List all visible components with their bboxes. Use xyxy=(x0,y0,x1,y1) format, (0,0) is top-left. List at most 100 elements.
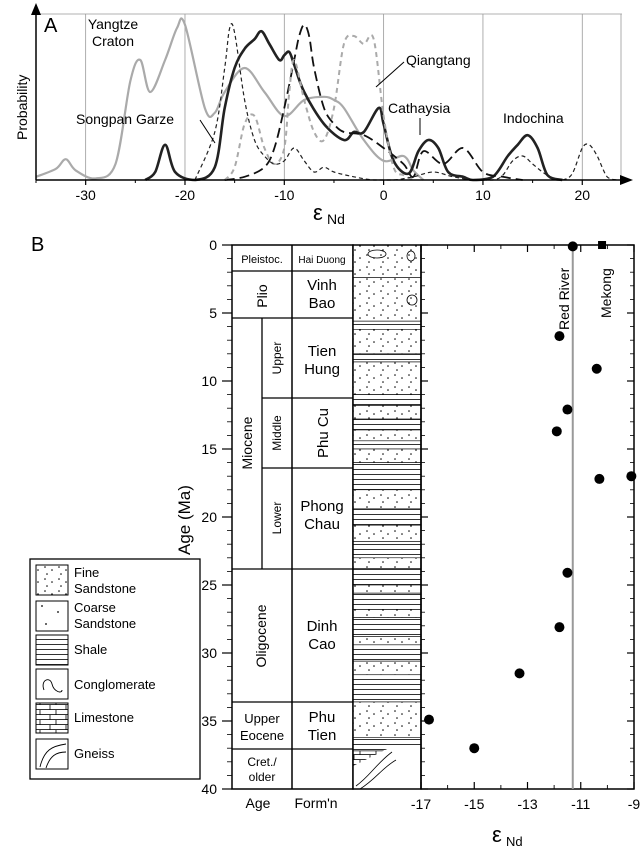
legend-coarse-line1: Coarse xyxy=(74,600,116,615)
formation-vinh-bao-line2: Bao xyxy=(309,295,336,312)
panel-b-x-ticks: -17 -15 -13 -11 -9 xyxy=(411,245,641,812)
series-line-songpan-garze xyxy=(144,29,563,182)
formation-vinh-bao-line1: Vinh xyxy=(307,277,337,294)
y-tick-label: 35 xyxy=(201,713,217,729)
legend-gneiss: Gneiss xyxy=(74,746,115,761)
gneiss-foliation-icon xyxy=(355,751,393,787)
epoch-middle-miocene: Middle xyxy=(270,415,284,451)
lithology-layer-sand xyxy=(352,701,422,738)
legend-conglomerate: Conglomerate xyxy=(74,677,156,692)
epoch-oligocene: Oligocene xyxy=(253,604,269,667)
lithology-layer-sand xyxy=(352,609,422,618)
formation-phu-tien-line1: Phu xyxy=(309,709,336,726)
lithology-layer-sand xyxy=(352,405,422,420)
formation-phong-chau-line2: Chau xyxy=(304,516,340,533)
epoch-miocene: Miocene xyxy=(239,416,255,469)
coarse-dot-icon xyxy=(45,623,47,625)
y-tick-label: 40 xyxy=(201,781,217,797)
lithology-layer-shale xyxy=(352,674,422,703)
panel-a-grid xyxy=(36,13,622,180)
epoch-pleistocene: Pleistoc. xyxy=(241,254,283,266)
panel-a-xlabel-epsilon: ε xyxy=(313,200,323,225)
swatch-gneiss xyxy=(35,738,69,770)
data-point xyxy=(554,622,565,633)
formation-phu-cu: Phu Cu xyxy=(315,408,332,458)
panel-a-x-arrow-icon xyxy=(620,175,633,185)
y-tick-label: 30 xyxy=(201,645,217,661)
data-point xyxy=(469,743,480,754)
lithology-layer-sand xyxy=(352,557,422,569)
swatch-limestone xyxy=(35,702,69,734)
formation-phong-chau-line1: Phong xyxy=(300,498,343,515)
x-tick-label: -9 xyxy=(628,796,641,812)
label-mekong: Mekong xyxy=(598,268,614,318)
series-line-indochina xyxy=(194,23,618,181)
label-red-river: Red River xyxy=(556,267,572,330)
qiangtang-leader-line xyxy=(375,61,405,88)
pebble-icon xyxy=(406,294,418,306)
lithology-layer-sand xyxy=(352,489,422,510)
lithology-layer-shale xyxy=(352,394,422,406)
lithology-layer-sand xyxy=(352,329,422,355)
gneiss-basement xyxy=(353,745,421,789)
swatch-fine-sandstone xyxy=(35,564,69,596)
data-point xyxy=(514,668,525,679)
legend-fine-line1: Fine xyxy=(74,565,99,580)
x-tick-label: -15 xyxy=(464,796,484,812)
epoch-upper-miocene: Upper xyxy=(270,342,284,375)
pebble-icon xyxy=(367,249,387,259)
x-tick-label: -11 xyxy=(571,796,590,812)
lithology-layer-shale xyxy=(352,617,422,637)
panel-b-letter: B xyxy=(31,234,44,256)
panel-a: -30 -20 -10 0 10 20 A Probability ε Nd Yangtz… xyxy=(14,3,633,227)
series-line-yangtze-craton xyxy=(35,17,425,181)
label-songpan-garze: Songpan Garze xyxy=(76,111,174,127)
series-line-qiangtang xyxy=(224,23,523,181)
x-tick-label: -20 xyxy=(175,187,195,203)
gneiss-icon xyxy=(39,743,67,768)
lithology-layer-shale xyxy=(352,418,422,431)
panel-a-ylabel: Probability xyxy=(14,75,30,140)
scatter-frame xyxy=(420,244,635,790)
y-tick-label: 0 xyxy=(209,237,217,253)
epoch-pliocene: Plio xyxy=(254,284,270,308)
coarse-dot-icon xyxy=(41,605,43,607)
label-qiangtang: Qiangtang xyxy=(406,52,471,68)
formation-dinh-cao-line1: Dinh xyxy=(307,618,338,635)
lithology-layer-sand xyxy=(352,277,422,322)
x-tick-label: 10 xyxy=(475,187,491,203)
y-tick-label: 5 xyxy=(209,305,217,321)
lithology-layer-sand xyxy=(352,429,422,442)
y-tick-label: 25 xyxy=(201,577,217,593)
lithology-layer-shale xyxy=(352,353,422,363)
panel-a-x-ticks: -30 -20 -10 0 10 20 xyxy=(35,180,590,203)
x-tick-label: -13 xyxy=(517,796,537,812)
y-tick-label: 20 xyxy=(201,509,217,525)
swatch-shale xyxy=(35,634,69,666)
lithology-layer-sand xyxy=(352,448,422,463)
panel-a-letter: A xyxy=(44,15,58,37)
epoch-upper-eocene-line2: Eocene xyxy=(240,728,284,743)
conglomerate-icon xyxy=(42,679,63,693)
lithology-legend: Fine Sandstone Coarse Sandstone Shale Co… xyxy=(29,558,201,780)
songpan-leader-line xyxy=(199,119,216,144)
formation-phu-tien-line2: Tien xyxy=(308,727,337,744)
formation-dinh-cao-line2: Cao xyxy=(308,636,336,653)
legend-coarse-line2: Sandstone xyxy=(74,616,136,631)
panel-b-xlabel-sub: Nd xyxy=(506,834,523,848)
swatch-coarse-sandstone xyxy=(35,600,69,632)
epoch-lower-miocene: Lower xyxy=(270,502,284,535)
lithology-layer-shale xyxy=(352,541,422,559)
data-point xyxy=(562,404,573,415)
data-point xyxy=(551,426,562,437)
label-yangtze-line2: Craton xyxy=(92,33,134,49)
reference-point-mekong xyxy=(598,241,607,249)
formation-tien-hung-line1: Tien xyxy=(308,343,337,360)
lithology-layer-sand xyxy=(352,636,422,646)
epoch-cretaceous-line2: older xyxy=(249,770,276,784)
column-header-age: Age xyxy=(246,795,271,811)
lithology-layer-shale xyxy=(352,592,422,610)
lithology-column xyxy=(352,244,422,790)
data-point xyxy=(567,241,578,252)
